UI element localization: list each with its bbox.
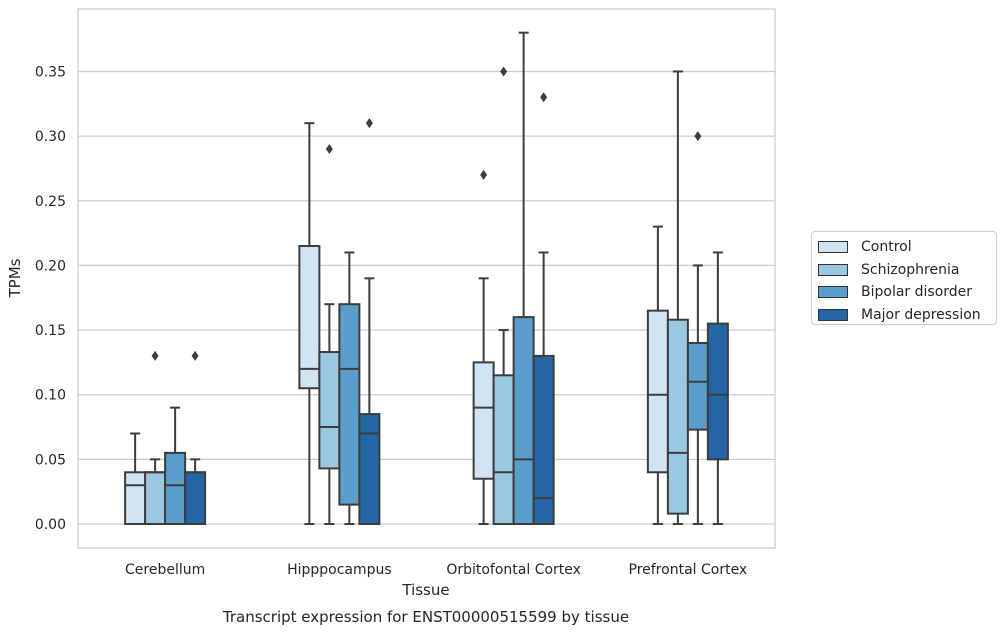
box-body — [338, 303, 361, 506]
x-axis-label: Tissue — [401, 581, 449, 599]
x-tick-label: Hipppocampus — [287, 562, 392, 578]
legend-label: Schizophrenia — [861, 261, 960, 278]
y-tick-label: 0.20 — [35, 258, 66, 274]
outlier-point — [365, 118, 373, 129]
y-tick-label: 0.35 — [35, 64, 66, 80]
outlier-point — [540, 92, 548, 103]
box-body — [512, 316, 535, 525]
x-tick-labels: Cerebellum Hipppocampus Orbitofontal Corte… — [125, 562, 747, 578]
box-body — [492, 374, 515, 525]
box-body — [706, 322, 729, 461]
legend-item: Control — [818, 236, 996, 259]
legend: Control Schizophrenia Bipolar disorder Majo… — [811, 231, 997, 325]
legend-swatch — [818, 286, 848, 299]
box-body — [144, 471, 167, 525]
legend-label: Bipolar disorder — [861, 284, 973, 301]
box-body — [358, 413, 381, 525]
y-axis-label: TPMs — [6, 258, 24, 298]
box-body — [124, 471, 147, 525]
box — [144, 350, 167, 525]
legend-item: Bipolar disorder — [818, 281, 996, 304]
outlier-point — [151, 350, 159, 361]
box — [164, 406, 187, 526]
box — [532, 92, 555, 525]
box-body — [646, 309, 669, 474]
plot-frame — [77, 8, 776, 549]
series-major-depression — [184, 92, 729, 525]
box — [686, 131, 709, 525]
box — [338, 251, 361, 525]
y-tick-label: 0.15 — [35, 323, 66, 339]
y-tick-label: 0.00 — [35, 517, 66, 533]
box-body — [686, 341, 709, 431]
box-body — [298, 245, 321, 390]
series-schizophrenia — [144, 66, 689, 525]
box-body — [472, 361, 495, 480]
box — [512, 31, 535, 525]
outlier-point — [325, 144, 333, 155]
series-control — [124, 122, 669, 525]
x-tick-label: Orbitofontal Cortex — [446, 562, 581, 578]
box — [358, 118, 381, 525]
y-tick-label: 0.30 — [35, 129, 66, 145]
series-bipolar-disorder — [164, 31, 709, 526]
box — [184, 350, 207, 525]
legend-label: Control — [861, 239, 912, 256]
box-body — [164, 451, 187, 526]
outlier-point — [191, 350, 199, 361]
legend-swatch — [818, 308, 848, 321]
legend-item: Major depression — [818, 304, 996, 327]
x-tick-label: Prefrontal Cortex — [629, 562, 748, 578]
box — [492, 66, 515, 525]
legend-item: Schizophrenia — [818, 259, 996, 282]
y-tick-label: 0.05 — [35, 452, 66, 468]
box — [706, 251, 729, 525]
x-tick-label: Cerebellum — [125, 562, 205, 578]
legend-swatch — [818, 263, 848, 276]
box-body — [532, 354, 555, 525]
outlier-point — [694, 131, 702, 142]
legend-label: Major depression — [861, 306, 981, 323]
box — [646, 225, 669, 525]
y-tick-label: 0.10 — [35, 388, 66, 404]
y-tick-label: 0.25 — [35, 194, 66, 210]
box — [298, 122, 321, 525]
box-body — [184, 471, 207, 525]
box-body — [318, 351, 341, 470]
outlier-point — [500, 66, 508, 77]
box — [666, 70, 689, 525]
legend-swatch — [818, 241, 848, 254]
chart-caption: Transcript expression for ENST0000051559… — [222, 608, 629, 626]
box — [472, 169, 495, 525]
outlier-point — [480, 169, 488, 180]
box — [124, 432, 147, 525]
box-series — [124, 31, 729, 526]
box-body — [666, 318, 689, 515]
y-tick-labels: 0.00 0.05 0.10 0.15 0.20 0.25 0.30 0.35 — [35, 64, 66, 533]
